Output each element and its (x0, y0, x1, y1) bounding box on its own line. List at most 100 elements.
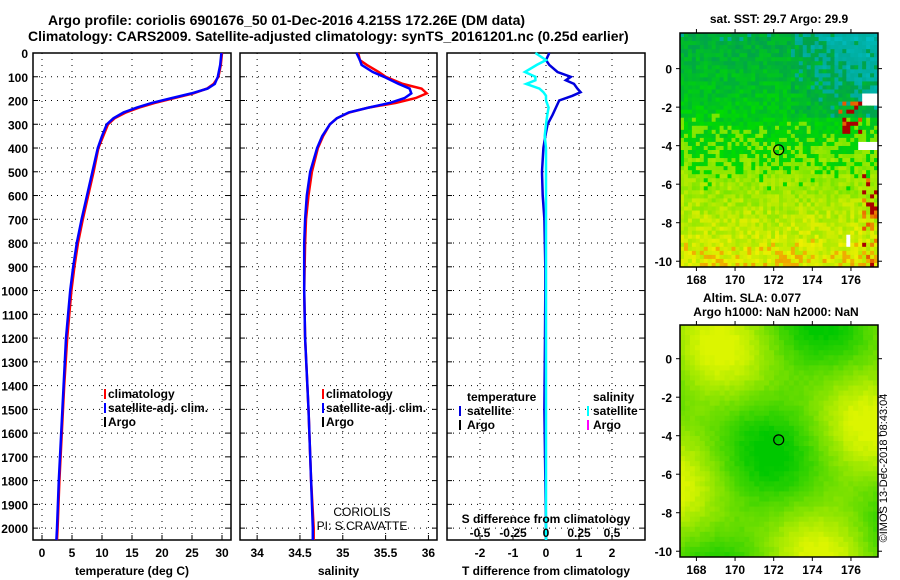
map-cell (764, 355, 770, 361)
map-cell (870, 250, 875, 256)
map-cell (842, 41, 847, 46)
map-cell (806, 41, 812, 46)
map-cell (862, 190, 867, 195)
map-cell (779, 355, 785, 361)
map-cell (854, 65, 859, 70)
map-cell (870, 93, 875, 99)
map-cell (853, 481, 859, 487)
map-cell (870, 57, 875, 62)
map-cell (687, 37, 693, 42)
map-cell (866, 218, 871, 224)
map-cell (846, 246, 851, 252)
map-cell (709, 501, 716, 508)
map-cell (793, 506, 800, 513)
map-cell (723, 226, 729, 232)
map-cell (853, 430, 859, 437)
map-cell (830, 141, 835, 147)
map-cell (743, 186, 748, 191)
map-cell (802, 222, 808, 228)
x-tick-label-secondary: -0.25 (499, 526, 527, 540)
map-cell (699, 214, 705, 220)
map-cell (769, 415, 775, 422)
map-cell (783, 365, 790, 371)
map-cell (751, 258, 756, 264)
map-cell (788, 335, 795, 341)
map-cell (793, 541, 800, 548)
map-cell (723, 145, 729, 151)
map-cell (723, 182, 729, 187)
map-cell (779, 97, 784, 103)
legend-swatch (322, 389, 324, 399)
map-cell (779, 258, 784, 264)
map-cell (814, 93, 820, 99)
map-cell (689, 365, 696, 371)
map-cell (747, 214, 752, 220)
map-cell (846, 101, 851, 107)
map-cell (843, 526, 849, 533)
map-cell (769, 390, 775, 397)
map-cell (739, 145, 744, 151)
map-cell (691, 125, 697, 131)
map-cell (763, 41, 768, 46)
map-cell (719, 186, 725, 191)
map-cell (783, 506, 790, 513)
map-cell (774, 446, 780, 452)
map-cell (818, 77, 824, 82)
map-cell (739, 250, 744, 256)
map-cell (680, 254, 685, 260)
map-cell (862, 162, 867, 167)
map-cell (707, 77, 713, 82)
map-cell (873, 441, 879, 447)
map-cell (767, 113, 772, 119)
map-cell (727, 77, 732, 82)
map-cell (714, 335, 721, 341)
map-cell (806, 137, 812, 143)
map-cell (735, 113, 740, 119)
map-cell (822, 133, 828, 139)
map-cell (822, 238, 828, 244)
map-cell (854, 210, 859, 216)
map-cell (699, 129, 705, 135)
map-cell (843, 385, 849, 392)
map-cell (823, 385, 829, 392)
map-cell (842, 258, 847, 264)
map-cell (833, 370, 839, 376)
map-cell (854, 162, 859, 167)
map-cell (830, 77, 835, 82)
map-cell (798, 57, 804, 62)
map-cell (793, 501, 800, 508)
map-cell (747, 133, 752, 139)
map-cell (680, 541, 686, 548)
map-cell (743, 158, 748, 163)
map-cell (743, 125, 748, 131)
map-cell (793, 496, 800, 503)
map-cell (834, 174, 839, 179)
map-cell (731, 133, 736, 139)
map-cell (842, 45, 847, 50)
map-cell (843, 355, 849, 361)
map-cell (739, 198, 744, 203)
map-cell (866, 254, 871, 260)
map-cell (873, 410, 879, 417)
map-cell (703, 121, 709, 127)
map-cell (747, 49, 752, 54)
map-cell (850, 121, 855, 127)
map-cell (803, 350, 810, 356)
map-cell (863, 390, 869, 397)
map-cell (723, 258, 729, 264)
map-cell (863, 446, 869, 452)
map-cell (822, 182, 828, 187)
map-cell (755, 218, 760, 224)
map-cell (680, 109, 685, 115)
map-cell (771, 121, 776, 127)
map-cell (723, 234, 729, 240)
map-cell (858, 471, 864, 477)
map-cell (793, 370, 800, 376)
map-cell (798, 69, 804, 74)
map-cell (814, 174, 820, 179)
map-cell (684, 541, 691, 548)
map-cell (709, 355, 716, 361)
map-cell (751, 254, 756, 260)
map-cell (863, 335, 869, 341)
map-cell (793, 415, 800, 422)
